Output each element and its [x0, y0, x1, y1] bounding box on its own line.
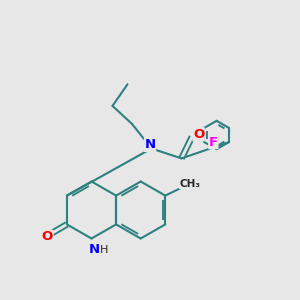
Text: H: H [100, 245, 108, 255]
Text: N: N [144, 138, 156, 152]
Text: O: O [42, 230, 53, 244]
Text: O: O [193, 128, 204, 141]
Text: F: F [209, 136, 218, 148]
Text: N: N [88, 243, 100, 256]
Text: CH₃: CH₃ [179, 178, 200, 189]
